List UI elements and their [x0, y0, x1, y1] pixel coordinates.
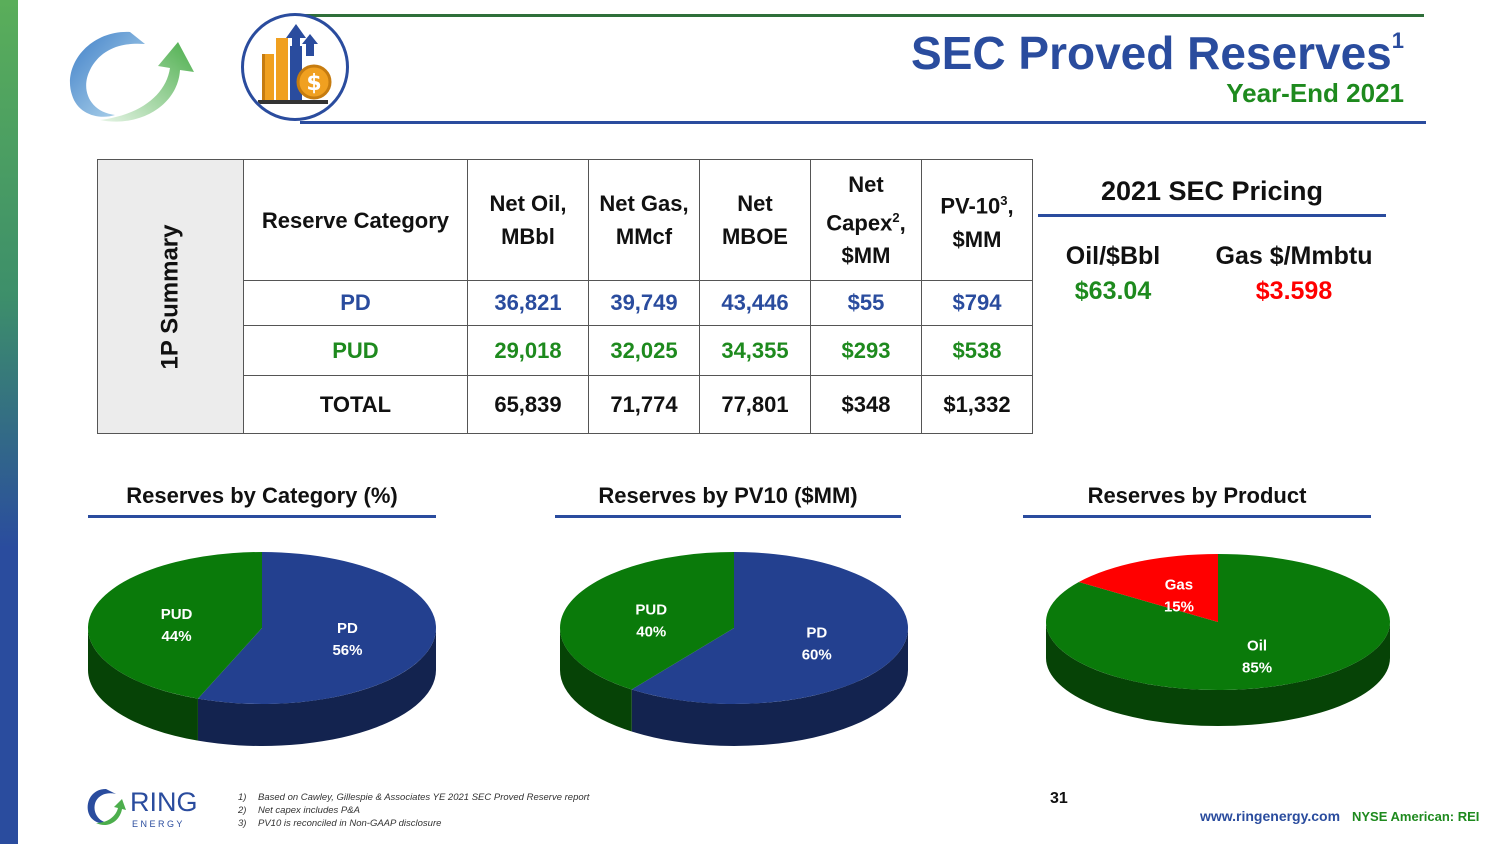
row-pv10: $794	[920, 280, 1033, 326]
page-title: SEC Proved Reserves1	[911, 27, 1404, 79]
table-row: PD 36,821 39,749 43,446 $55 $794	[98, 280, 1033, 326]
header-net-oil: Net Oil, MBbl	[466, 159, 589, 281]
pie-value-oil: 85%	[1242, 659, 1272, 676]
pie-label-oil: Oil	[1247, 637, 1267, 654]
header-net-capex: Net Capex2, $MM	[809, 159, 922, 281]
header-pv10: PV-103, $MM	[920, 159, 1033, 281]
chart-title-category: Reserves by Category (%)	[126, 483, 398, 508]
pie-slice-side-oil	[1046, 622, 1390, 726]
footer-logo-word: RING	[130, 787, 198, 817]
chart-rule-pv10	[555, 515, 901, 518]
row-category: PUD	[242, 325, 468, 376]
svg-text:$: $	[306, 71, 321, 96]
pie-label-gas: Gas	[1165, 577, 1193, 594]
chart-title-product: Reserves by Product	[1087, 483, 1307, 508]
row-gas: 39,749	[587, 280, 700, 326]
pie-chart-category: PD 56% PUD 44%	[87, 552, 436, 746]
pie-slice-pud	[560, 552, 734, 690]
pie-label-pd: PD	[806, 625, 827, 642]
chart-title-pv10: Reserves by PV10 ($MM)	[598, 483, 858, 508]
page-number: 31	[1050, 790, 1068, 807]
oil-price-value: $63.04	[1074, 277, 1152, 305]
header-top-rule	[300, 14, 1424, 17]
row-capex: $293	[809, 325, 922, 376]
row-pv10: $538	[920, 325, 1033, 376]
row-category: TOTAL	[242, 375, 468, 434]
pie-slice-pd	[631, 552, 908, 704]
pie-value-pud: 40%	[636, 623, 666, 640]
reserves-chart-dollar-icon: $	[241, 13, 349, 121]
table-side-label: 1P Summary	[156, 224, 184, 369]
page-subtitle: Year-End 2021	[1226, 78, 1404, 108]
pie-chart-pv10: PD 60% PUD 40%	[560, 552, 908, 746]
page-title-footnote-marker: 1	[1391, 28, 1404, 53]
ring-energy-logo-icon: RING E N E R G Y	[87, 787, 198, 829]
pie-value-pud: 44%	[162, 628, 192, 645]
row-oil: 29,018	[466, 325, 589, 376]
row-gas: 71,774	[587, 375, 700, 434]
header-net-mboe: Net MBOE	[698, 159, 811, 281]
row-capex: $348	[809, 375, 922, 434]
pie-slice-gas	[1078, 554, 1218, 622]
gas-price-label: Gas $/Mmbtu	[1215, 242, 1373, 270]
reserves-summary-table: 1P Summary Reserve Category Net Oil, MBbl…	[97, 159, 1033, 434]
pie-label-pud: PUD	[161, 606, 193, 623]
pie-slice-pud	[87, 552, 262, 699]
row-gas: 32,025	[587, 325, 700, 376]
stock-ticker: NYSE American: REI	[1352, 809, 1480, 824]
row-mboe: 43,446	[698, 280, 811, 326]
header-reserve-category: Reserve Category	[242, 159, 468, 281]
footnote: 3) PV10 is reconciled in Non-GAAP disclos…	[238, 818, 442, 829]
header-bottom-rule	[300, 121, 1426, 124]
pie-value-gas: 15%	[1164, 599, 1194, 616]
table-row-total: TOTAL 65,839 71,774 77,801 $348 $1,332	[98, 375, 1033, 434]
row-oil: 65,839	[466, 375, 589, 434]
chart-rule-product	[1023, 515, 1371, 518]
row-capex: $55	[809, 280, 922, 326]
chart-rule-category	[88, 515, 436, 518]
row-category: PD	[242, 280, 468, 326]
footnote: 1) Based on Cawley, Gillespie & Associate…	[238, 792, 590, 803]
pie-slice-side-pd	[197, 628, 436, 746]
company-logo-swoosh-icon	[69, 31, 194, 122]
pie-slice-side-pd	[631, 628, 908, 746]
table-header-row: 1P Summary Reserve Category Net Oil, MBbl…	[97, 159, 1033, 434]
row-pv10: $1,332	[920, 375, 1033, 434]
row-mboe: 77,801	[698, 375, 811, 434]
sec-pricing-rule	[1038, 214, 1386, 217]
footnotes: 1) Based on Cawley, Gillespie & Associate…	[238, 791, 589, 830]
row-mboe: 34,355	[698, 325, 811, 376]
website-link[interactable]: www.ringenergy.com	[1200, 808, 1341, 824]
footer-logo-sub: E N E R G Y	[132, 819, 182, 829]
oil-price-label: Oil/$Bbl	[1065, 242, 1161, 270]
footnote: 2) Net capex includes P&A	[238, 805, 360, 816]
gas-price-value: $3.598	[1255, 277, 1333, 305]
pie-label-pud: PUD	[635, 601, 667, 618]
sec-pricing-title: 2021 SEC Pricing	[1100, 176, 1324, 206]
pie-slice-side-pud	[88, 628, 198, 741]
oil-price-block: Oil/$Bbl $63.04	[1048, 242, 1178, 306]
pie-value-pd: 60%	[802, 647, 832, 664]
row-oil: 36,821	[466, 280, 589, 326]
table-side-label-cell: 1P Summary	[97, 159, 244, 434]
left-accent-bar	[0, 0, 18, 844]
pie-chart-product: Oil 85% Gas 15%	[1046, 554, 1390, 726]
gas-price-block: Gas $/Mmbtu $3.598	[1204, 242, 1384, 306]
header-net-gas: Net Gas, MMcf	[587, 159, 700, 281]
pie-slice-side-pud	[560, 628, 632, 732]
pie-slice-pd	[197, 552, 436, 704]
pie-value-pd: 56%	[332, 642, 362, 659]
pie-label-pd: PD	[337, 620, 358, 637]
